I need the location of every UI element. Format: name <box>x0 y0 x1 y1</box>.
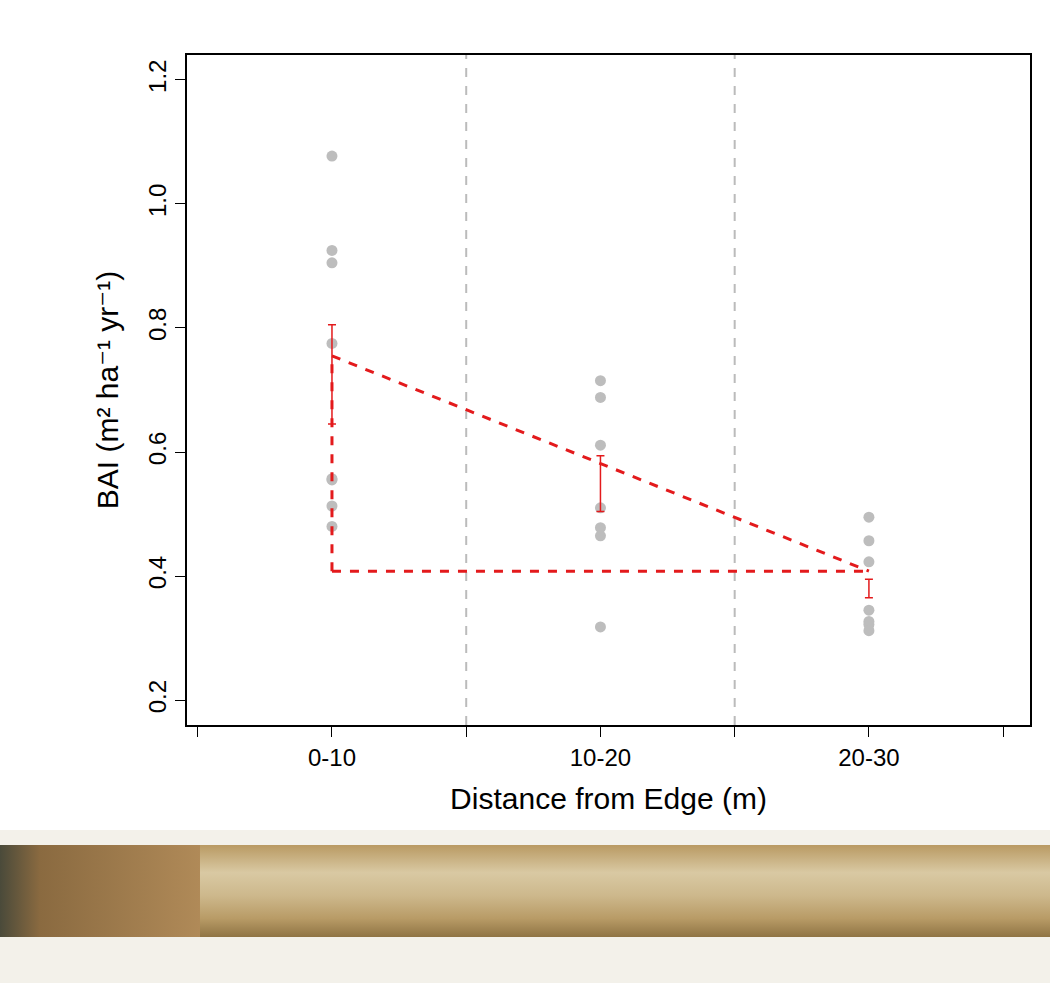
svg-text:0-10: 0-10 <box>308 744 356 771</box>
svg-text:1.2: 1.2 <box>144 60 171 93</box>
svg-text:20-30: 20-30 <box>838 744 899 771</box>
svg-text:0.6: 0.6 <box>144 432 171 465</box>
svg-text:0.4: 0.4 <box>144 556 171 589</box>
svg-text:10-20: 10-20 <box>570 744 631 771</box>
svg-text:0.2: 0.2 <box>144 680 171 713</box>
svg-text:0.8: 0.8 <box>144 308 171 341</box>
svg-text:1.0: 1.0 <box>144 184 171 217</box>
svg-text:BAI (m² ha⁻¹ yr⁻¹): BAI (m² ha⁻¹ yr⁻¹) <box>91 271 124 509</box>
svg-text:Distance from Edge (m): Distance from Edge (m) <box>450 782 767 815</box>
